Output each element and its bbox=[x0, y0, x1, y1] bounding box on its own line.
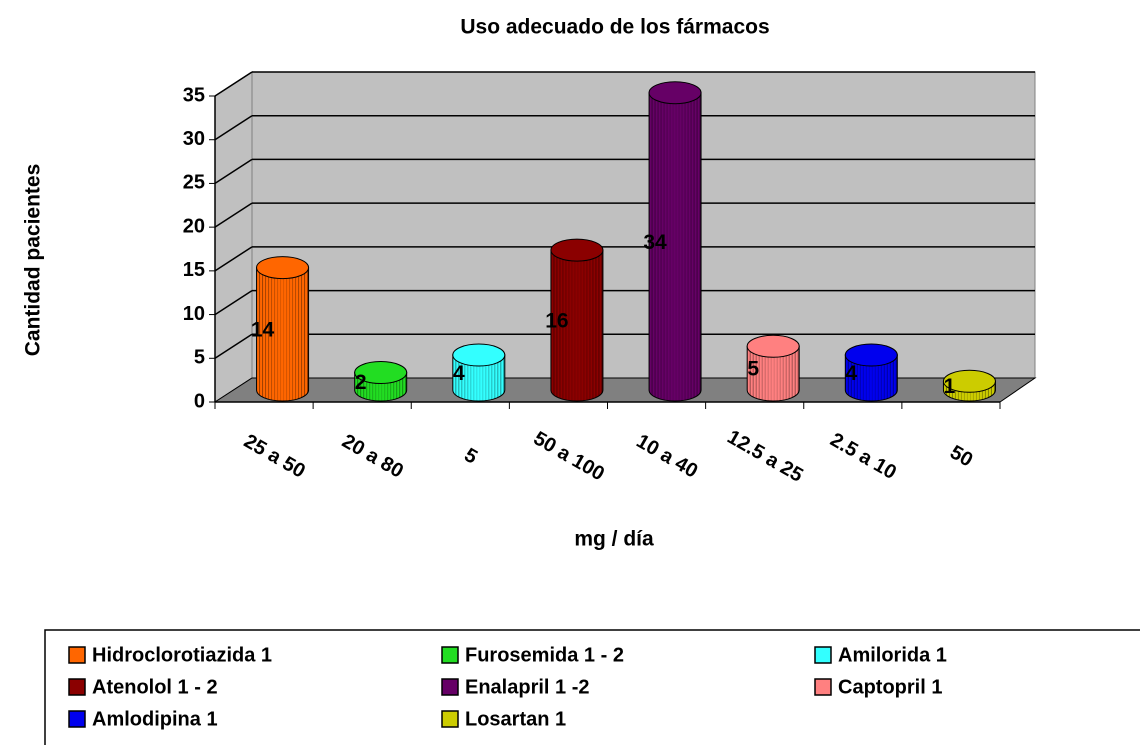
legend-label: Furosemida 1 - 2 bbox=[465, 644, 624, 666]
data-label: 4 bbox=[453, 362, 465, 385]
legend-swatch bbox=[68, 646, 86, 664]
y-tick-label: 0 bbox=[194, 390, 205, 412]
data-label: 1 bbox=[944, 375, 956, 398]
legend-swatch bbox=[441, 678, 459, 696]
bar-top bbox=[256, 256, 310, 280]
legend-swatch bbox=[441, 646, 459, 664]
bar bbox=[550, 249, 604, 402]
data-label: 4 bbox=[845, 362, 857, 385]
x-tick-label: 10 a 40 bbox=[633, 430, 702, 482]
floor bbox=[213, 377, 1037, 403]
grid-line bbox=[214, 158, 253, 185]
y-tick-label: 10 bbox=[183, 303, 205, 325]
bar-top bbox=[452, 343, 506, 367]
legend-label: Captopril 1 bbox=[838, 676, 942, 698]
grid-line bbox=[214, 333, 253, 359]
bar bbox=[648, 92, 702, 402]
bar-top bbox=[942, 369, 996, 393]
x-axis-title: mg / día bbox=[574, 528, 654, 551]
legend-swatch bbox=[814, 678, 832, 696]
x-tick-label: 50 a 100 bbox=[530, 427, 608, 485]
data-label: 16 bbox=[545, 310, 568, 333]
data-label: 14 bbox=[251, 318, 275, 341]
legend-label: Enalapril 1 -2 bbox=[465, 676, 590, 698]
grid-line bbox=[214, 202, 253, 228]
legend-swatch bbox=[441, 710, 459, 728]
legend-label: Hidroclorotiazida 1 bbox=[92, 644, 272, 666]
bar-top bbox=[354, 361, 408, 385]
y-tick-label: 5 bbox=[194, 347, 205, 369]
grid-line bbox=[214, 246, 253, 272]
bar bbox=[256, 267, 310, 402]
x-tick-label: 20 a 80 bbox=[338, 430, 407, 482]
legend-label: Amilorida 1 bbox=[838, 644, 947, 666]
data-label: 34 bbox=[643, 231, 667, 254]
y-tick-label: 35 bbox=[183, 84, 205, 106]
x-tick-label: 50 bbox=[946, 441, 976, 471]
bar bbox=[844, 354, 898, 402]
grid-line bbox=[214, 115, 253, 141]
data-label: 2 bbox=[355, 371, 367, 394]
legend-swatch bbox=[68, 678, 86, 696]
x-tick-label: 12.5 a 25 bbox=[723, 426, 806, 487]
x-tick-label: 2.5 a 10 bbox=[826, 429, 900, 484]
bar-top bbox=[746, 334, 800, 358]
bar-top bbox=[648, 81, 702, 105]
legend-swatch bbox=[68, 710, 86, 728]
legend-box bbox=[44, 629, 1140, 745]
legend-label: Atenolol 1 - 2 bbox=[92, 676, 218, 698]
bar-top bbox=[844, 343, 898, 367]
back-wall bbox=[251, 71, 1036, 379]
legend-label: Losartan 1 bbox=[465, 708, 566, 730]
x-tick-label: 5 bbox=[460, 444, 481, 469]
bar bbox=[452, 354, 506, 402]
y-axis-title: Cantidad pacientes bbox=[22, 164, 45, 357]
grid-line bbox=[214, 289, 253, 316]
y-tick-label: 20 bbox=[183, 215, 205, 237]
y-tick-label: 30 bbox=[183, 128, 205, 150]
data-label: 5 bbox=[747, 358, 759, 381]
bar-top bbox=[550, 238, 604, 262]
grid-line bbox=[214, 71, 253, 97]
x-tick-label: 25 a 50 bbox=[240, 430, 309, 482]
y-tick-label: 25 bbox=[183, 172, 205, 194]
side-wall bbox=[214, 71, 253, 403]
chart-title: Uso adecuado de los fármacos bbox=[460, 16, 769, 39]
y-tick-label: 15 bbox=[183, 259, 205, 281]
legend-swatch bbox=[814, 646, 832, 664]
legend-label: Amlodipina 1 bbox=[92, 708, 218, 730]
bar bbox=[746, 345, 800, 402]
